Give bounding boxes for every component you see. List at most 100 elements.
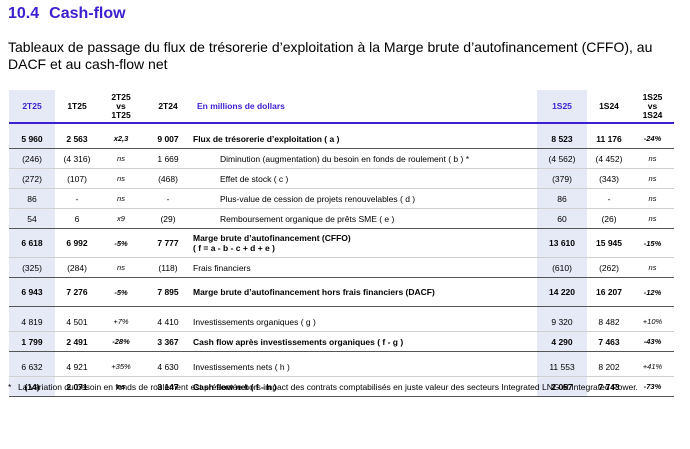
cell: (14) [9, 376, 55, 397]
footnote-text: La variation du besoin en fonds de roule… [18, 382, 638, 392]
header-row: 2T25 1T25 2T25 vs 1T25 2T24 En millions de… [9, 90, 674, 123]
cell: (4 452) [587, 148, 631, 169]
cell: (284) [55, 257, 99, 278]
cell: -12% [631, 277, 674, 307]
cell: (4 316) [55, 148, 99, 169]
cell: 2 057 [537, 376, 587, 397]
cell: 2 491 [55, 331, 99, 352]
cell: 4 630 [143, 357, 193, 377]
cell: - [143, 188, 193, 209]
table-row: 6 618 6 992 -5% 7 777 Marge brute d’auto… [9, 228, 674, 258]
row-label: Diminution (augmentation) du besoin en f… [193, 148, 537, 169]
cell: ns [99, 168, 143, 189]
cell: 60 [537, 208, 587, 229]
cell: 6 943 [9, 277, 55, 307]
header-2t25-vs-1t25: 2T25 vs 1T25 [111, 91, 131, 120]
header-1s25: 1S25 [537, 90, 587, 123]
table-row: 6 943 7 276 -5% 7 895 Marge brute d’auto… [9, 277, 674, 307]
cell: +10% [631, 312, 674, 332]
cell: ns [631, 257, 674, 278]
cell: 4 290 [537, 331, 587, 352]
cell: 6 992 [55, 228, 99, 258]
cell: +41% [631, 357, 674, 377]
table-row: 6 632 4 921 +35% 4 630 Investissements n… [9, 357, 674, 377]
footnote: * La variation du besoin en fonds de roul… [8, 382, 672, 393]
cell: 9 007 [143, 129, 193, 149]
table-caption: Tableaux de passage du flux de trésoreri… [8, 39, 653, 72]
cell: ns [631, 168, 674, 189]
cell: 1 669 [143, 148, 193, 169]
table-row: 54 6 x9 (29) Remboursement organique de … [9, 208, 674, 229]
row-label: Marge brute d’autofinancement hors frais… [193, 277, 537, 307]
cell: +35% [99, 357, 143, 377]
table-row: (246) (4 316) ns 1 669 Diminution (augme… [9, 148, 674, 169]
cell: ns [631, 188, 674, 209]
row-label: Plus-value de cession de projets renouve… [193, 188, 537, 209]
cell: 4 819 [9, 312, 55, 332]
cell: 13 610 [537, 228, 587, 258]
cell: (272) [9, 168, 55, 189]
row-label: Investissements organiques ( g ) [193, 312, 537, 332]
cell: 8 523 [537, 129, 587, 149]
cell: (118) [143, 257, 193, 278]
table-row: (14) 2 071 ns 3 147 Cash flow net ( f - … [9, 376, 674, 397]
cell: x9 [99, 208, 143, 229]
cell: ns [99, 148, 143, 169]
cell: 6 [55, 208, 99, 229]
cell: ns [631, 208, 674, 229]
cell: (4 562) [537, 148, 587, 169]
section-number: 10.4 [8, 5, 40, 22]
cell: 7 895 [143, 277, 193, 307]
cell: -24% [631, 129, 674, 149]
cell: 86 [537, 188, 587, 209]
table-row: 5 960 2 563 x2,3 9 007 Flux de trésoreri… [9, 129, 674, 149]
cell: 2 563 [55, 129, 99, 149]
cell: - [55, 188, 99, 209]
cell: - [587, 188, 631, 209]
cell: -5% [99, 228, 143, 258]
cell: 8 482 [587, 312, 631, 332]
cell: 15 945 [587, 228, 631, 258]
table-row: 86 - ns - Plus-value de cession de proje… [9, 188, 674, 209]
cell: 8 202 [587, 357, 631, 377]
cell: 3 367 [143, 331, 193, 352]
cell: -73% [631, 376, 674, 397]
cell: (107) [55, 168, 99, 189]
row-label: Flux de trésorerie d’exploitation ( a ) [193, 129, 537, 149]
header-1s24: 1S24 [599, 100, 619, 111]
table-row: (325) (284) ns (118) Frais financiers (6… [9, 257, 674, 278]
cell: 5 960 [9, 129, 55, 149]
cell: (325) [9, 257, 55, 278]
header-1t25: 1T25 [67, 100, 87, 111]
cell: (468) [143, 168, 193, 189]
row-label: Effet de stock ( c ) [193, 168, 537, 189]
row-label: Cash flow net ( f - h ) [193, 376, 537, 397]
cell: ns [99, 376, 143, 397]
cell: 6 618 [9, 228, 55, 258]
table-row: 4 819 4 501 +7% 4 410 Investissements or… [9, 312, 674, 332]
cell: 9 320 [537, 312, 587, 332]
cell: -5% [99, 277, 143, 307]
row-label: Remboursement organique de prêts SME ( e… [193, 208, 537, 229]
cell: -28% [99, 331, 143, 352]
cell: 6 632 [9, 357, 55, 377]
header-2t24: 2T24 [158, 100, 178, 111]
cell: 7 463 [587, 331, 631, 352]
row-label: Investissements nets ( h ) [193, 357, 537, 377]
cell: 3 147 [143, 376, 193, 397]
cell: 7 276 [55, 277, 99, 307]
cell: 4 921 [55, 357, 99, 377]
cell: 11 553 [537, 357, 587, 377]
cell: ns [99, 257, 143, 278]
table-row: 1 799 2 491 -28% 3 367 Cash flow après i… [9, 331, 674, 352]
section-title: 10.4 Cash-flow [8, 5, 126, 23]
cell: 11 176 [587, 129, 631, 149]
cell: 7 777 [143, 228, 193, 258]
cell: 86 [9, 188, 55, 209]
cell: +7% [99, 312, 143, 332]
cell: 4 501 [55, 312, 99, 332]
table-row: (272) (107) ns (468) Effet de stock ( c … [9, 168, 674, 189]
cell: -43% [631, 331, 674, 352]
footnote-mark: * [8, 382, 12, 392]
row-label: Marge brute d’autofinancement (CFFO)( f … [193, 228, 537, 258]
